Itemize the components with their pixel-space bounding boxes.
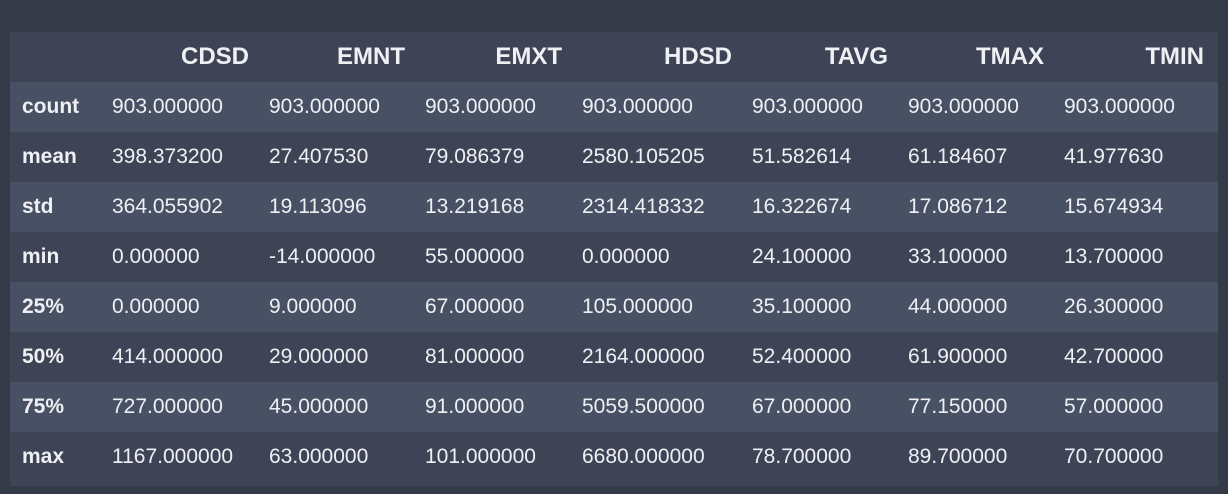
- table-cell: 9.000000: [269, 295, 357, 318]
- row-label: max: [22, 445, 65, 468]
- table-cell: 51.582614: [752, 145, 852, 168]
- table-cell: 42.700000: [1064, 345, 1164, 368]
- table-cell: 33.100000: [908, 245, 1008, 268]
- row-label: mean: [22, 145, 77, 168]
- table-cell: 0.000000: [582, 245, 670, 268]
- table-cell: 414.000000: [112, 345, 223, 368]
- table-cell: 13.219168: [425, 195, 525, 218]
- table-cell: -14.000000: [269, 245, 376, 268]
- table-cell: 364.055902: [112, 195, 223, 218]
- table-cell: 35.100000: [752, 295, 852, 318]
- table-row: std 364.055902 19.113096 13.219168 2314.…: [10, 182, 1218, 232]
- table-cell: 903.000000: [908, 95, 1019, 118]
- row-label: 25%: [22, 295, 65, 318]
- table-row: 25% 0.000000 9.000000 67.000000 105.0000…: [10, 282, 1218, 332]
- table-cell: 45.000000: [269, 395, 369, 418]
- table-cell: 67.000000: [425, 295, 525, 318]
- table-cell: 903.000000: [1064, 95, 1175, 118]
- table-cell: 89.700000: [908, 445, 1008, 468]
- table-cell: 17.086712: [908, 195, 1008, 218]
- row-label: 75%: [22, 395, 65, 418]
- column-header: TMAX: [902, 32, 1058, 82]
- table-row: mean 398.373200 27.407530 79.086379 2580…: [10, 132, 1218, 182]
- table-row: min 0.000000 -14.000000 55.000000 0.0000…: [10, 232, 1218, 282]
- table-cell: 2580.105205: [582, 145, 705, 168]
- column-header: HDSD: [576, 32, 746, 82]
- row-label: count: [22, 95, 80, 118]
- table-cell: 57.000000: [1064, 395, 1164, 418]
- table-cell: 2314.418332: [582, 195, 705, 218]
- table-cell: 63.000000: [269, 445, 369, 468]
- table-cell: 19.113096: [269, 195, 367, 218]
- table-cell: 52.400000: [752, 345, 852, 368]
- table-cell: 16.322674: [752, 195, 852, 218]
- table-cell: 44.000000: [908, 295, 1008, 318]
- column-header: CDSD: [106, 32, 263, 82]
- table-cell: 5059.500000: [582, 395, 705, 418]
- table-cell: 903.000000: [752, 95, 863, 118]
- table-cell: 24.100000: [752, 245, 852, 268]
- column-header: TAVG: [746, 32, 902, 82]
- table-cell: 15.674934: [1064, 195, 1164, 218]
- table-cell: 903.000000: [582, 95, 693, 118]
- table-row: 50% 414.000000 29.000000 81.000000 2164.…: [10, 332, 1218, 382]
- table-cell: 67.000000: [752, 395, 852, 418]
- table-cell: 105.000000: [582, 295, 693, 318]
- table-cell: 1167.000000: [112, 445, 234, 468]
- corner-cell: [10, 32, 106, 82]
- table-row: max 1167.000000 63.000000 101.000000 668…: [10, 432, 1218, 482]
- table-cell: 27.407530: [269, 145, 369, 168]
- table-cell: 13.700000: [1064, 245, 1164, 268]
- table-cell: 77.150000: [908, 395, 1008, 418]
- table-cell: 29.000000: [269, 345, 369, 368]
- table-cell: 0.000000: [112, 295, 200, 318]
- table-cell: 903.000000: [112, 95, 223, 118]
- table-cell: 0.000000: [112, 245, 200, 268]
- table-cell: 101.000000: [425, 445, 536, 468]
- table-cell: 903.000000: [269, 95, 380, 118]
- table-cell: 61.184607: [908, 145, 1008, 168]
- row-label: 50%: [22, 345, 65, 368]
- header-row: CDSD EMNT EMXT HDSD TAVG TMAX TMIN: [10, 32, 1218, 82]
- table-row: count 903.000000 903.000000 903.000000 9…: [10, 82, 1218, 132]
- column-header: EMXT: [419, 32, 576, 82]
- describe-table: CDSD EMNT EMXT HDSD TAVG TMAX TMIN count…: [10, 32, 1218, 482]
- describe-table-container: CDSD EMNT EMXT HDSD TAVG TMAX TMIN count…: [10, 32, 1218, 486]
- table-cell: 903.000000: [425, 95, 536, 118]
- table-cell: 78.700000: [752, 445, 852, 468]
- table-cell: 55.000000: [425, 245, 525, 268]
- table-cell: 26.300000: [1064, 295, 1164, 318]
- column-header: EMNT: [263, 32, 419, 82]
- column-header: TMIN: [1058, 32, 1218, 82]
- table-cell: 2164.000000: [582, 345, 705, 368]
- table-cell: 6680.000000: [582, 445, 705, 468]
- row-label: min: [22, 245, 60, 268]
- table-cell: 70.700000: [1064, 445, 1164, 468]
- table-cell: 91.000000: [425, 395, 525, 418]
- table-cell: 61.900000: [908, 345, 1008, 368]
- table-cell: 398.373200: [112, 145, 223, 168]
- table-cell: 41.977630: [1064, 145, 1164, 168]
- table-cell: 79.086379: [425, 145, 525, 168]
- row-label: std: [22, 195, 54, 218]
- table-row: 75% 727.000000 45.000000 91.000000 5059.…: [10, 382, 1218, 432]
- table-cell: 81.000000: [425, 345, 525, 368]
- table-cell: 727.000000: [112, 395, 223, 418]
